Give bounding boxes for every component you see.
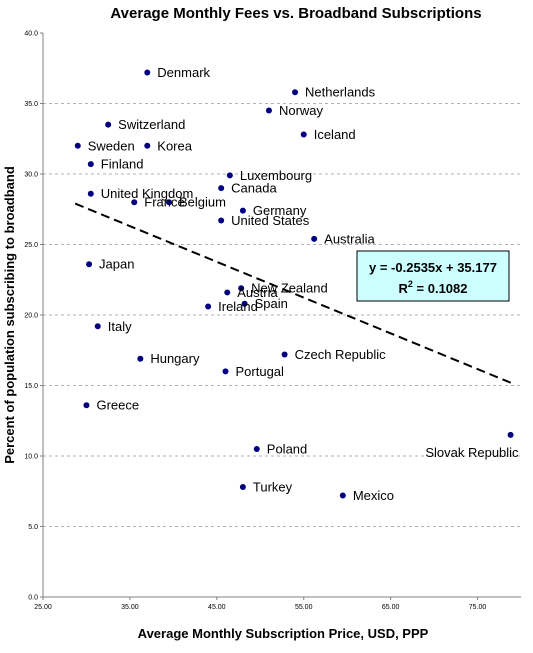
data-point — [86, 261, 93, 268]
equation-box-bg — [356, 250, 510, 302]
r-squared-value: = 0.1082 — [413, 281, 468, 296]
data-point — [239, 207, 246, 214]
point-label: Slovak Republic — [425, 445, 519, 460]
point-label: Germany — [253, 203, 307, 218]
chart-title: Average Monthly Fees vs. Broadband Subsc… — [110, 5, 481, 22]
data-point — [87, 161, 94, 168]
data-point — [311, 235, 318, 242]
data-point — [265, 107, 272, 114]
x-tick-label: 55.00 — [295, 604, 313, 611]
equation-box: y = -0.2535x + 35.177 R2 = 0.1082 — [356, 250, 510, 302]
data-point — [241, 300, 248, 307]
point-label: Denmark — [157, 65, 210, 80]
point-label: Norway — [279, 103, 324, 118]
x-axis-title: Average Monthly Subscription Price, USD,… — [138, 626, 429, 641]
data-point — [144, 69, 151, 76]
x-tick-label: 25.00 — [34, 604, 52, 611]
data-point — [105, 121, 112, 128]
y-tick-label: 30.0 — [24, 172, 38, 179]
y-tick-label: 0.0 — [28, 595, 38, 602]
data-point — [339, 492, 346, 499]
r-squared-superscript: 2 — [408, 279, 413, 289]
point-label: Sweden — [88, 138, 135, 153]
point-label: France — [144, 195, 184, 210]
point-label: Japan — [99, 257, 134, 272]
data-point — [292, 89, 299, 96]
point-label: Belgium — [179, 195, 226, 210]
point-label: Switzerland — [118, 117, 185, 132]
data-point — [94, 323, 101, 330]
point-label: Canada — [231, 181, 277, 196]
r-squared-prefix: R — [399, 281, 409, 296]
data-point — [239, 484, 246, 491]
data-point — [74, 142, 81, 149]
data-point — [205, 303, 212, 310]
point-label: Turkey — [253, 480, 293, 495]
y-tick-label: 25.0 — [24, 242, 38, 249]
y-tick-label: 35.0 — [24, 101, 38, 108]
data-point — [226, 172, 233, 179]
data-point — [300, 131, 307, 138]
point-label: Australia — [324, 231, 375, 246]
x-tick-label: 35.00 — [121, 604, 139, 611]
x-tick-label: 45.00 — [208, 604, 226, 611]
data-point — [238, 285, 245, 292]
y-tick-label: 5.0 — [28, 524, 38, 531]
equation-line: y = -0.2535x + 35.177 — [369, 260, 497, 275]
x-tick-label: 65.00 — [382, 604, 400, 611]
point-label: New Zealand — [251, 281, 328, 296]
point-label: Italy — [108, 319, 132, 334]
data-points — [74, 69, 514, 499]
data-point — [218, 185, 225, 192]
point-label: Ireland — [218, 299, 258, 314]
y-axis-title: Percent of population subscribing to bro… — [2, 166, 17, 464]
data-point — [131, 199, 138, 206]
point-label: Czech Republic — [295, 347, 387, 362]
axes: 0.0 5.0 10.0 15.0 20.0 25.0 30.0 35.0 40.0 25.00 3… — [24, 31, 521, 611]
point-label: United Kingdom — [101, 186, 194, 201]
point-label: Spain — [255, 296, 288, 311]
point-label: Iceland — [314, 127, 356, 142]
point-label: United States — [231, 213, 310, 228]
point-label: Portugal — [236, 364, 285, 379]
point-label: Austria — [237, 285, 278, 300]
trendline — [74, 202, 513, 385]
data-point — [87, 190, 94, 197]
data-point — [507, 431, 514, 438]
point-labels: Denmark Netherlands Norway Switzerland Icela… — [88, 65, 519, 503]
gridlines — [43, 103, 521, 527]
x-tick-label: 75.00 — [469, 604, 487, 611]
data-point — [144, 142, 151, 149]
r-squared-line: R2 = 0.1082 — [399, 279, 468, 296]
point-label: Poland — [267, 441, 307, 456]
y-tick-label: 20.0 — [24, 313, 38, 320]
data-point — [137, 355, 144, 362]
point-label: Finland — [101, 157, 144, 172]
y-tick-label: 40.0 — [24, 31, 38, 38]
point-label: Hungary — [150, 351, 200, 366]
data-point — [253, 445, 260, 452]
data-point — [218, 217, 225, 224]
data-point — [83, 402, 90, 409]
point-label: Netherlands — [305, 85, 376, 100]
point-label: Mexico — [353, 488, 394, 503]
point-label: Luxembourg — [240, 168, 312, 183]
y-tick-label: 10.0 — [24, 454, 38, 461]
data-point — [166, 199, 173, 206]
data-point — [281, 351, 288, 358]
data-point — [224, 289, 231, 296]
data-point — [222, 368, 229, 375]
point-label: Korea — [157, 138, 192, 153]
y-tick-label: 15.0 — [24, 383, 38, 390]
point-label: Greece — [96, 398, 139, 413]
trendline-path — [74, 202, 513, 385]
